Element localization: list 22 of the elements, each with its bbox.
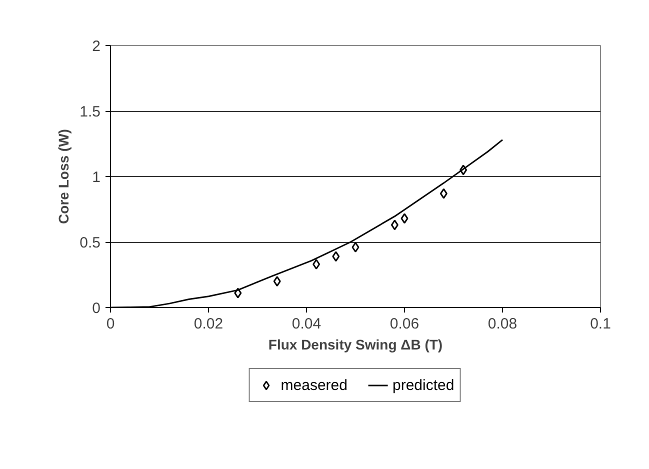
point — [273, 276, 281, 287]
legend-label: predicted — [392, 376, 454, 394]
x-tick-label: 0.02 — [194, 316, 224, 332]
point — [332, 251, 340, 262]
point — [390, 220, 398, 230]
x-tick-label: 0.04 — [292, 316, 322, 332]
point — [400, 213, 408, 224]
y-tick-label: 1 — [92, 169, 100, 186]
y-tick-label: 0.5 — [80, 234, 101, 252]
y-tick-label: 0 — [92, 300, 100, 317]
x-tick-label: 0.06 — [390, 316, 420, 332]
y-tick-label: 1.5 — [80, 104, 101, 120]
point — [352, 242, 360, 252]
y-tick-label: 2 — [92, 38, 100, 55]
x-tick-label: 0.08 — [488, 316, 518, 332]
legend-label: measered — [280, 376, 348, 394]
x-tick-label: 0.1 — [590, 316, 611, 332]
point — [440, 188, 448, 199]
x-tick-label: 0 — [106, 316, 115, 332]
x-axis-title: Flux Density Swing ΔB (T) — [268, 336, 443, 352]
y-axis-title: Core Loss (W) — [56, 129, 72, 224]
point — [312, 259, 320, 270]
